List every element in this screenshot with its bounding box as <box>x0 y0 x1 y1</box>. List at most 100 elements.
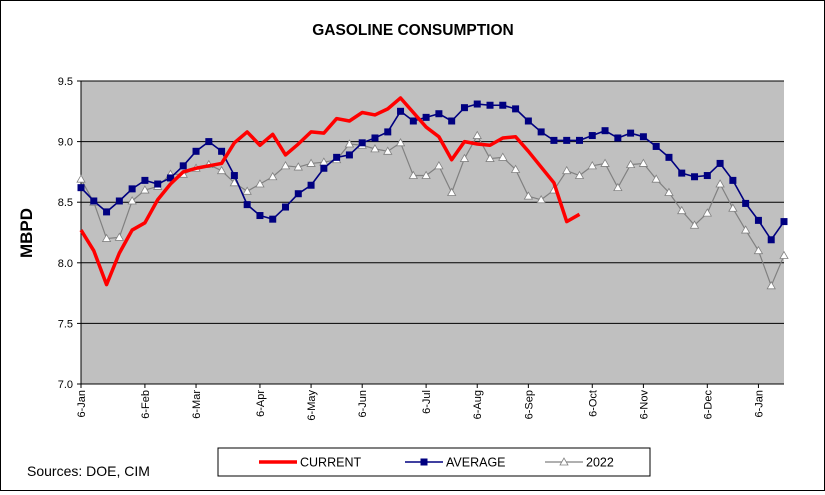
data-point <box>601 127 609 135</box>
data-point <box>588 132 596 140</box>
data-point <box>446 187 457 196</box>
data-point <box>280 161 291 170</box>
y-tick-label: 9.0 <box>58 137 73 149</box>
data-point <box>587 161 597 170</box>
x-tick-label: 6-Apr <box>255 390 267 417</box>
data-point <box>243 201 251 209</box>
data-point <box>409 117 417 125</box>
data-point <box>600 158 610 167</box>
data-point <box>754 216 762 224</box>
y-tick-label: 8.5 <box>58 197 73 209</box>
data-point <box>306 158 316 167</box>
data-point <box>395 138 406 147</box>
data-point <box>320 164 328 172</box>
data-point <box>537 128 545 136</box>
data-point <box>127 196 137 205</box>
data-point <box>486 101 494 109</box>
legend-item-current: CURRENT <box>259 456 361 470</box>
data-point <box>740 225 751 234</box>
data-point <box>397 107 405 115</box>
data-point <box>103 208 111 216</box>
data-point <box>141 176 149 184</box>
data-point <box>485 153 495 162</box>
data-point <box>766 281 776 290</box>
x-tick-label: 6-Nov <box>638 390 650 420</box>
data-point <box>115 197 123 205</box>
data-point <box>345 151 353 159</box>
legend-item-2022: 2022 <box>545 456 614 470</box>
data-point <box>625 159 636 169</box>
data-point <box>664 187 674 196</box>
data-point <box>678 169 686 177</box>
data-point <box>689 220 700 229</box>
data-point <box>473 100 481 108</box>
x-tick-label: 6-Dec <box>702 390 714 420</box>
data-point <box>613 182 623 192</box>
x-tick-label: 6-Jan <box>76 390 88 418</box>
x-tick-label: 6-Sep <box>523 390 535 419</box>
data-point <box>510 164 521 173</box>
data-point <box>536 194 546 204</box>
x-tick-label: 6-Jul <box>421 390 433 414</box>
data-point <box>728 203 738 212</box>
data-point <box>614 134 622 142</box>
legend-label: 2022 <box>586 456 614 470</box>
x-tick-label: 6-Mar <box>191 390 203 419</box>
data-point <box>216 165 227 175</box>
data-point <box>627 129 635 137</box>
data-point <box>128 185 136 193</box>
data-point <box>651 174 661 183</box>
data-point <box>652 142 660 150</box>
x-tick-label: 6-May <box>306 390 318 421</box>
data-point <box>255 179 265 188</box>
data-point <box>703 172 711 180</box>
data-point <box>498 152 508 161</box>
data-point <box>76 174 86 183</box>
data-point <box>499 101 507 109</box>
data-point <box>408 170 419 179</box>
data-point <box>307 181 315 189</box>
legend-label: CURRENT <box>300 456 361 470</box>
data-point <box>742 199 750 207</box>
data-point <box>702 208 712 217</box>
data-point <box>192 147 200 155</box>
data-point <box>383 146 393 155</box>
data-point <box>448 117 456 125</box>
data-point <box>422 113 430 121</box>
data-point <box>154 180 162 188</box>
data-point <box>550 136 558 144</box>
series-line-current <box>79 96 581 287</box>
x-tick-label: 6-Jun <box>357 390 369 418</box>
data-point <box>716 159 724 167</box>
y-axis-ticks: 7.0 7.5 8.0 8.5 9.0 9.5 <box>58 76 81 391</box>
data-point <box>780 218 788 226</box>
data-point <box>114 232 125 241</box>
y-tick-label: 7.5 <box>58 318 73 330</box>
data-point <box>293 162 303 171</box>
data-point <box>563 136 571 144</box>
plot-area <box>81 81 784 384</box>
data-point <box>166 174 174 182</box>
data-point <box>370 144 380 153</box>
data-point <box>282 203 290 211</box>
data-point <box>358 139 366 147</box>
data-point <box>205 138 213 146</box>
data-point <box>779 250 789 259</box>
legend-marker <box>420 458 428 466</box>
data-point <box>90 197 98 205</box>
x-tick-label: 6-Feb <box>140 390 152 419</box>
data-point <box>435 110 443 118</box>
data-point <box>562 165 572 175</box>
data-point <box>691 173 699 181</box>
data-point <box>229 178 240 187</box>
legend-item-average: AVERAGE <box>405 456 506 470</box>
data-point <box>230 172 238 180</box>
x-tick-label: 6-Aug <box>472 390 484 419</box>
x-tick-label: 6-Oct <box>587 390 599 417</box>
data-point <box>715 179 725 188</box>
data-point <box>729 176 737 184</box>
source-note: Sources: DOE, CIM <box>27 463 150 479</box>
data-point <box>140 185 150 194</box>
